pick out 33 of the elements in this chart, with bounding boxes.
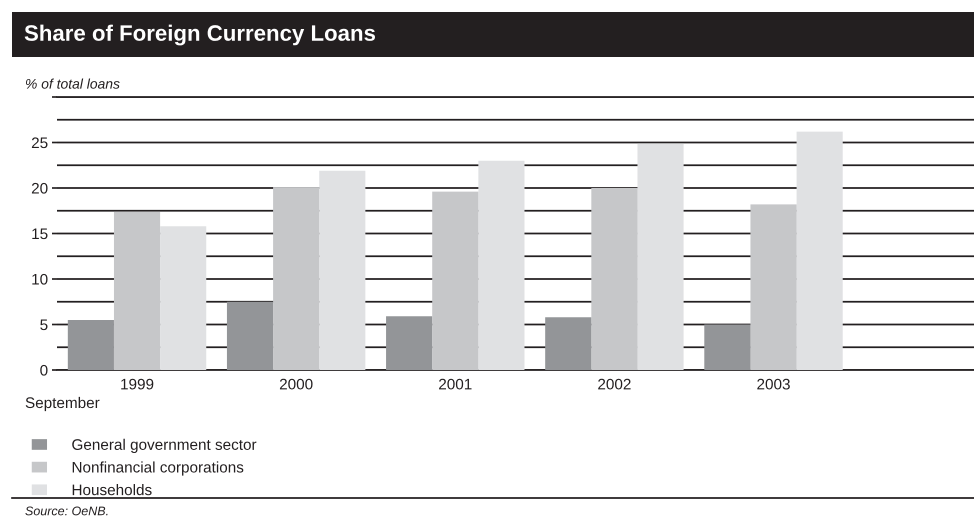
bar bbox=[226, 302, 274, 370]
x-tick-label: 2003 bbox=[757, 378, 790, 390]
bar bbox=[160, 226, 206, 370]
bar bbox=[704, 324, 750, 370]
bar bbox=[796, 132, 843, 370]
legend-label: Nonfinancial corporations bbox=[72, 461, 244, 476]
legend-label: Households bbox=[72, 484, 152, 496]
bar bbox=[750, 204, 797, 370]
bar bbox=[114, 212, 160, 370]
bar bbox=[591, 188, 638, 370]
chart-title: Share of Foreign Currency Loans bbox=[24, 24, 376, 46]
bar bbox=[432, 192, 478, 370]
y-tick-label: 0 bbox=[40, 364, 48, 376]
bar bbox=[319, 170, 366, 370]
bar bbox=[68, 320, 114, 370]
bar bbox=[545, 317, 592, 370]
y-axis-title: % of total loans bbox=[26, 78, 120, 89]
y-tick-label: 25 bbox=[32, 137, 48, 148]
x-axis-title: September bbox=[26, 396, 100, 412]
x-tick-label: 1999 bbox=[121, 378, 154, 390]
bar bbox=[637, 143, 684, 370]
y-tick-label: 5 bbox=[40, 320, 48, 330]
y-tick-label: 20 bbox=[32, 182, 48, 194]
x-tick-label: 2001 bbox=[439, 378, 472, 390]
bar bbox=[478, 160, 524, 370]
legend-label: General government sector bbox=[72, 438, 256, 453]
source-note: Source: OeNB. bbox=[25, 506, 108, 516]
y-tick-label: 10 bbox=[32, 274, 48, 285]
y-tick-label: 15 bbox=[32, 228, 48, 240]
x-tick-label: 2000 bbox=[280, 378, 313, 390]
x-tick-label: 2002 bbox=[598, 378, 631, 390]
bar bbox=[386, 316, 432, 370]
bar bbox=[273, 187, 320, 370]
